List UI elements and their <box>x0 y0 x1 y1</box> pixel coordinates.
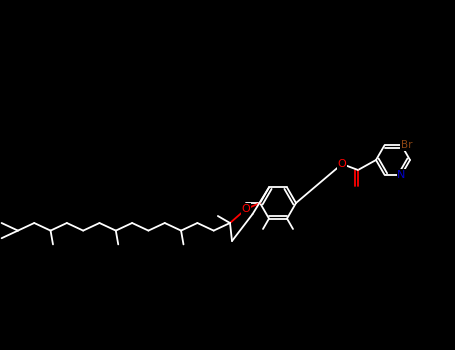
Text: Br: Br <box>401 140 412 150</box>
Text: O: O <box>338 159 346 169</box>
Text: O: O <box>242 204 250 214</box>
Text: N: N <box>397 170 406 180</box>
